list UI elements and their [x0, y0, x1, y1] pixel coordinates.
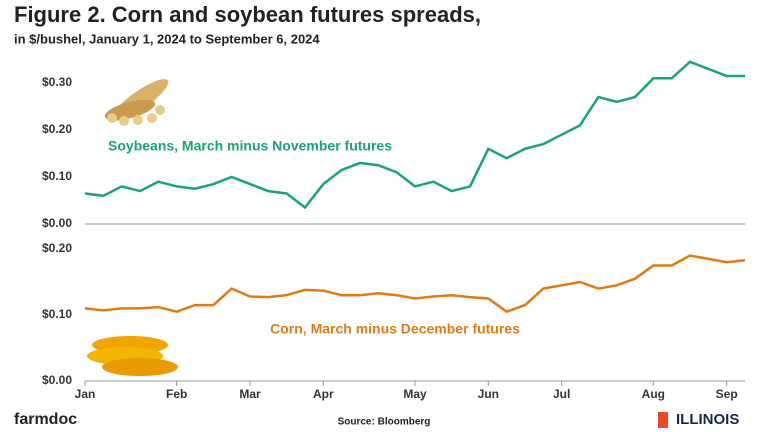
x-tick-label: Aug — [642, 387, 665, 401]
y-tick-label: $0.10 — [42, 307, 72, 321]
y-tick-label: $0.10 — [42, 169, 72, 183]
corn-icon — [87, 336, 178, 376]
y-tick-label: $0.30 — [42, 75, 72, 89]
soybean-icon — [104, 79, 169, 126]
x-tick-label: Feb — [166, 387, 187, 401]
footer-org: ILLINOIS — [676, 411, 739, 428]
data-line — [84, 60, 745, 210]
source: Source: Bloomberg — [338, 417, 431, 428]
y-tick-label: $0.00 — [42, 216, 72, 230]
footer-brand: farmdoc — [14, 411, 77, 428]
chart-title: Figure 2. Corn and soybean futures sprea… — [14, 2, 481, 27]
x-tick-label: May — [403, 387, 427, 401]
footer-band — [0, 406, 768, 432]
y-tick-label: $0.20 — [42, 122, 72, 136]
x-tick-label: Jul — [553, 387, 570, 401]
x-tick-label: Mar — [239, 387, 261, 401]
annotation: Corn, March minus December futures — [270, 321, 520, 337]
illinois-logo — [658, 412, 668, 428]
y-tick-label: $0.20 — [42, 241, 72, 255]
x-tick-label: Sep — [716, 387, 738, 401]
chart-subtitle: in $/bushel, January 1, 2024 to Septembe… — [14, 31, 320, 46]
x-tick-label: Jan — [75, 387, 96, 401]
x-tick-label: Apr — [313, 387, 334, 401]
y-tick-label: $0.00 — [42, 373, 72, 387]
annotation: Soybeans, March minus November futures — [108, 138, 392, 154]
x-tick-label: Jun — [478, 387, 499, 401]
data-line — [84, 254, 746, 314]
